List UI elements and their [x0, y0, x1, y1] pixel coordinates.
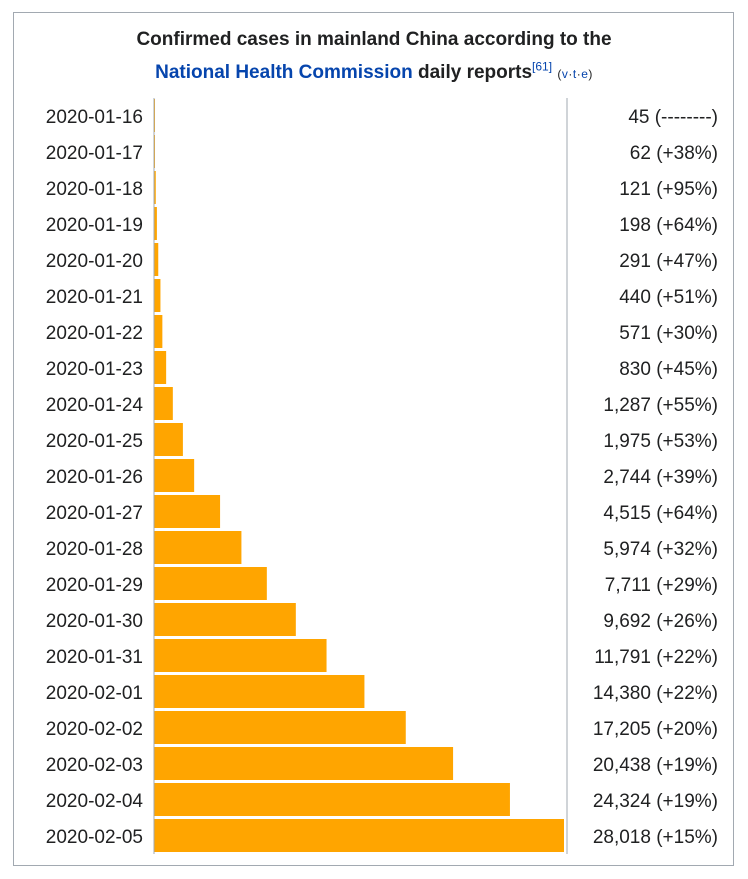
category-label: 2020-01-22	[46, 323, 143, 344]
view-template-link[interactable]: v	[561, 67, 569, 81]
category-label: 2020-01-20	[46, 251, 143, 272]
vte-separator: ·	[568, 67, 573, 81]
category-label: 2020-02-01	[46, 683, 143, 704]
bar	[154, 603, 296, 636]
citation-link[interactable]: [61]	[532, 59, 553, 74]
bar	[154, 279, 161, 312]
edit-template-link[interactable]: e	[581, 67, 589, 81]
category-label: 2020-01-24	[46, 395, 144, 416]
value-label: 2,744 (+39%)	[603, 467, 718, 488]
bar	[154, 243, 159, 276]
title-rest: daily reports	[412, 62, 533, 83]
category-label: 2020-01-29	[46, 575, 143, 596]
value-label: 571 (+30%)	[619, 323, 718, 344]
value-label: 28,018 (+15%)	[593, 827, 718, 848]
value-label: 20,438 (+19%)	[593, 755, 718, 776]
bar	[154, 531, 242, 564]
bar	[154, 459, 195, 492]
vte-separator: ·	[576, 67, 582, 81]
bar	[154, 315, 163, 348]
bar	[154, 711, 406, 744]
category-label: 2020-01-30	[46, 611, 143, 632]
bar	[154, 747, 454, 780]
value-label: 440 (+51%)	[619, 287, 718, 308]
category-label: 2020-02-03	[46, 755, 143, 776]
category-label: 2020-02-02	[46, 719, 143, 740]
category-label: 2020-02-05	[46, 827, 143, 848]
value-label: 45 (--------)	[628, 107, 718, 128]
category-label: 2020-01-31	[46, 647, 143, 668]
value-label: 5,974 (+32%)	[603, 539, 718, 560]
value-label: 7,711 (+29%)	[605, 575, 718, 596]
bar	[154, 495, 221, 528]
value-label: 17,205 (+20%)	[593, 719, 718, 740]
category-label: 2020-01-16	[46, 107, 143, 128]
category-label: 2020-01-26	[46, 467, 143, 488]
talk-template-link[interactable]: t	[572, 67, 577, 81]
value-label: 62 (+38%)	[630, 143, 718, 164]
category-label: 2020-01-17	[46, 143, 143, 164]
value-label: 9,692 (+26%)	[603, 611, 718, 632]
category-label: 2020-01-23	[46, 359, 143, 380]
vte-open-paren: (	[557, 67, 562, 81]
value-label: 4,515 (+64%)	[603, 503, 718, 524]
bar	[154, 171, 156, 204]
bar	[154, 207, 157, 240]
value-label: 830 (+45%)	[619, 359, 718, 380]
vte-close-paren: )	[588, 67, 593, 81]
value-label: 24,324 (+19%)	[593, 791, 718, 812]
chart-title-line1: Confirmed cases in mainland China accord…	[136, 29, 612, 50]
bar	[154, 423, 183, 456]
category-label: 2020-01-18	[46, 179, 143, 200]
category-label: 2020-01-27	[46, 503, 143, 524]
category-label: 2020-01-19	[46, 215, 143, 236]
value-label: 291 (+47%)	[619, 251, 718, 272]
bar	[154, 351, 167, 384]
bar	[154, 675, 365, 708]
value-label: 1,975 (+53%)	[603, 431, 718, 452]
category-label: 2020-02-04	[46, 791, 144, 812]
bar	[154, 639, 327, 672]
category-label: 2020-01-21	[46, 287, 143, 308]
value-label: 11,791 (+22%)	[594, 647, 718, 668]
navbox-vte: (v·t·e)	[557, 67, 593, 81]
bar	[154, 567, 267, 600]
category-label: 2020-01-25	[46, 431, 143, 452]
category-label: 2020-01-28	[46, 539, 143, 560]
value-label: 121 (+95%)	[619, 179, 718, 200]
value-label: 198 (+64%)	[619, 215, 718, 236]
bar	[154, 387, 173, 420]
chart-title-line2: National Health Commission daily reports…	[0, 60, 748, 87]
national-health-commission-link[interactable]: National Health Commission	[155, 62, 413, 83]
bar	[154, 819, 564, 852]
value-label: 14,380 (+22%)	[593, 683, 718, 704]
value-label: 1,287 (+55%)	[603, 395, 718, 416]
bar	[154, 783, 510, 816]
